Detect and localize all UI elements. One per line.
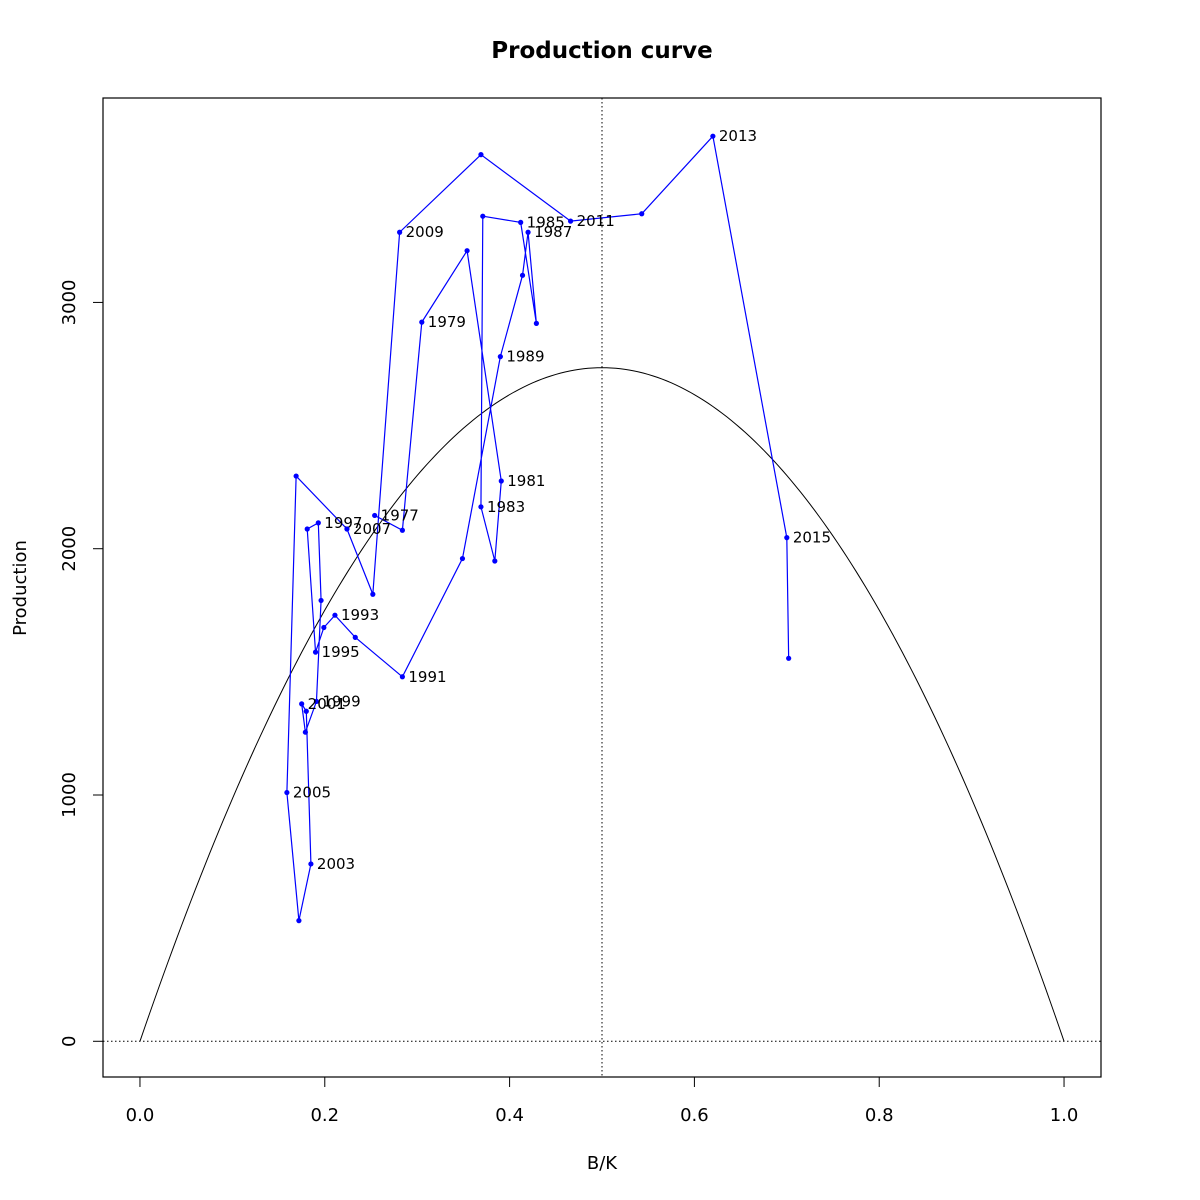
x-tick-label: 0.4 [495, 1105, 524, 1126]
y-tick-label: 0 [59, 1036, 80, 1047]
data-point [533, 320, 539, 326]
data-point [784, 535, 790, 541]
x-tick-label: 0.6 [680, 1105, 709, 1126]
x-axis-label: B/K [587, 1153, 618, 1174]
data-point [332, 612, 338, 618]
data-point [397, 229, 403, 235]
point-label: 2003 [317, 855, 355, 873]
data-point [480, 213, 486, 219]
x-tick-label: 0.2 [310, 1105, 339, 1126]
data-point [498, 478, 504, 484]
point-label: 1999 [322, 692, 360, 710]
data-point [518, 219, 524, 225]
data-point [321, 624, 327, 631]
point-label: 1987 [534, 223, 572, 241]
data-point [293, 473, 299, 479]
point-label: 1985 [527, 213, 565, 231]
data-point [313, 698, 320, 705]
data-point [299, 701, 305, 707]
data-point [370, 591, 376, 597]
production-curve-line [139, 367, 1065, 1042]
data-point [519, 272, 526, 278]
data-point [284, 789, 290, 796]
x-tick-label: 1.0 [1050, 1105, 1079, 1126]
chart-title: Production curve [491, 38, 712, 64]
data-point [525, 229, 531, 235]
data-point [492, 558, 498, 564]
point-label: 1977 [381, 506, 419, 524]
data-point [372, 512, 378, 519]
y-tick-label: 1000 [59, 772, 80, 818]
point-label: 2001 [308, 695, 346, 713]
data-point [710, 133, 716, 139]
data-point [478, 504, 484, 510]
point-label: 1995 [322, 643, 360, 661]
data-point [344, 526, 350, 532]
y-tick-label: 3000 [59, 280, 80, 326]
point-label: 1991 [408, 668, 446, 686]
point-label: 1983 [487, 498, 525, 516]
data-point [419, 319, 425, 325]
axes: 0.0 0.2 0.4 0.6 0.8 1.0 0 1000 2000 3000 [59, 280, 1078, 1126]
point-label: 1993 [341, 606, 379, 624]
data-point [399, 674, 405, 680]
point-label: 2009 [406, 223, 444, 241]
point-label: 1997 [324, 514, 362, 532]
point-label: 2007 [353, 520, 391, 538]
data-point [312, 649, 319, 655]
x-tick-label: 0.0 [126, 1105, 155, 1126]
data-point [318, 597, 324, 604]
y-axis-label: Production [10, 540, 31, 636]
data-point [478, 152, 484, 158]
x-tick-label: 0.8 [865, 1105, 894, 1126]
data-point [303, 708, 309, 714]
point-label: 1981 [507, 472, 545, 490]
point-label: 2005 [293, 784, 331, 802]
point-label: 1989 [506, 348, 544, 366]
data-point [296, 918, 302, 924]
data-point [639, 211, 645, 217]
point-label: 2013 [719, 127, 757, 145]
data-point [786, 655, 792, 661]
point-label: 2015 [793, 529, 831, 547]
data-point [352, 634, 358, 640]
data-point [308, 861, 314, 867]
point-label: 2011 [577, 212, 615, 230]
data-point [399, 527, 405, 533]
data-point [567, 218, 574, 224]
y-tick-label: 2000 [59, 526, 80, 572]
data-point [304, 526, 310, 532]
data-point [302, 729, 308, 735]
data-point [497, 354, 503, 360]
data-point [315, 520, 321, 526]
data-point [464, 248, 470, 254]
data-point [459, 555, 466, 562]
point-label: 1979 [428, 313, 466, 331]
